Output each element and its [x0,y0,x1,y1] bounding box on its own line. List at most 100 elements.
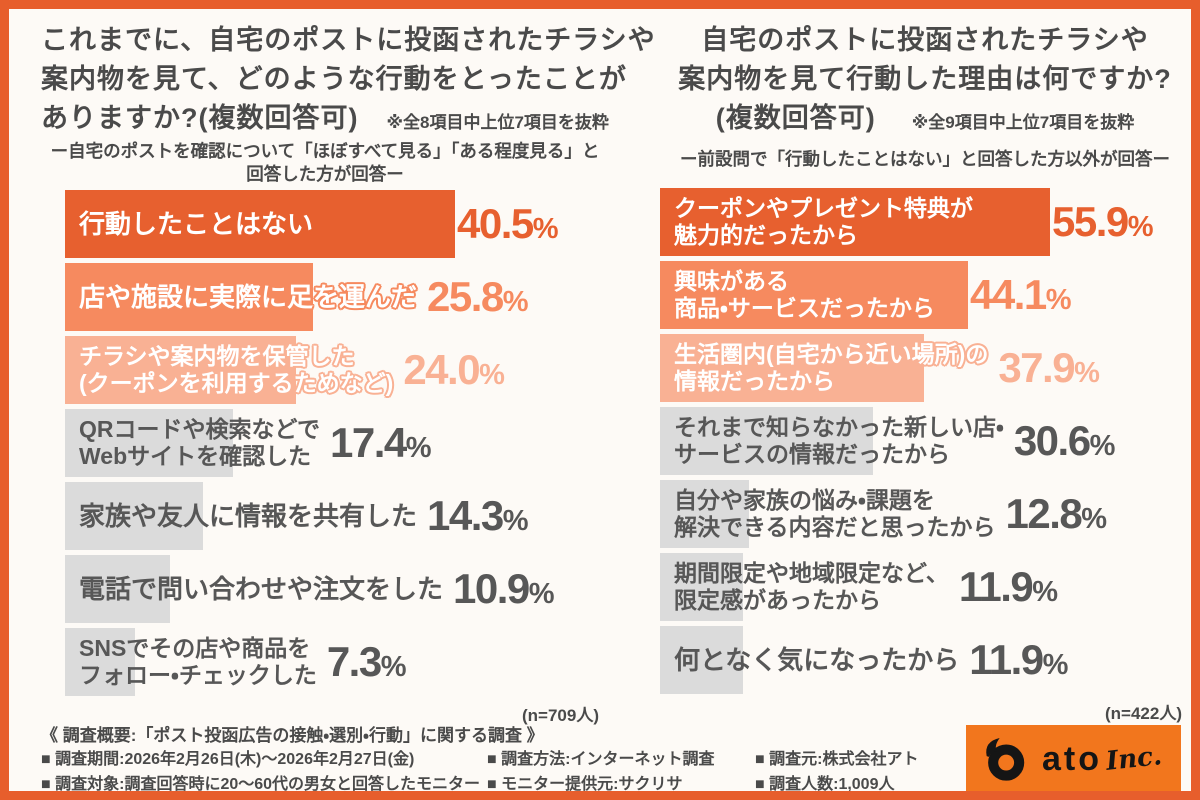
bar-value-label: 25.8% [427,273,529,320]
bar [660,407,873,475]
bar-row: クーポンやプレゼント特典が 魅力的だったから 55.9% [660,188,1190,256]
bar-row-content: 興味がある 商品・サービスだったから 44.1% [660,261,1190,329]
bar-category-label: QRコードや検索などで Webサイトを確認した [79,416,321,469]
bar-value-label: 12.8% [1005,490,1108,537]
bar-row: 電話で問い合わせや注文をした 10.9% [65,555,609,623]
left-chart-section: これまでに、自宅のポストに投函されたチラシや 案内物を見て、どのような行動をとっ… [41,21,656,726]
right-chart-section: 自宅のポストに投函されたチラシや 案内物を見て行動した理由は何ですか? (複数回… [660,21,1190,724]
left-bar-chart: 行動したことはない 40.5% 店や施設に実際に足を運んだ 25.8% チラシや案内物を… [65,190,609,696]
right-title-line-3: (複数回答可) ※全9項目中上位7項目を抜粋 [660,99,1190,138]
bar-row-content: 店や施設に実際に足を運んだ 25.8% [65,263,609,331]
bar-row-content: 何となく気になったから 11.9% [660,626,1190,694]
bar-value-label: 7.3% [326,638,407,685]
survey-overview-grid: ■ 調査期間:2026年2月26日(木)〜2026年2月27日(金) ■ 調査方… [41,748,976,793]
right-bar-chart: クーポンやプレゼント特典が 魅力的だったから 55.9% 興味がある 商品・サービスだっ… [660,188,1190,694]
bar-row: 店や施設に実際に足を運んだ 25.8% [65,263,609,331]
bar-value-label: 55.9% [1052,198,1154,245]
bar-row-content: 自分や家族の悩み・課題を 解決できる内容だと思ったから 12.8% [660,480,1190,548]
bar-row: チラシや案内物を保管した (クーポンを利用するためなど) 24.0% [65,336,609,404]
bar-value-label: 40.5% [457,200,559,247]
survey-method: ■ 調査方法:インターネット調査 [487,751,715,768]
bar [65,555,170,623]
left-title-line-2: 案内物を見て、どのような行動をとったことが [41,64,627,94]
bar-value-label: 11.9% [969,636,1068,683]
bar-row: 生活圏内(自宅から近い場所)の 情報だったから 37.9% [660,334,1190,402]
bar [660,553,743,621]
bar [660,188,1050,256]
left-chart-note: ※全8項目中上位7項目を抜粋 [386,113,609,132]
right-title-line-3-text: (複数回答可) [715,103,876,133]
right-title-line-2: 案内物を見て行動した理由は何ですか? [678,64,1172,94]
bar [660,480,749,548]
survey-monitor-provider: ■ モニター提供元:サクリサ [487,776,683,793]
bar-row-content: QRコードや検索などで Webサイトを確認した 17.4% [65,409,609,477]
ato-ring-icon [986,738,1025,781]
bar-category-label: 興味がある 商品・サービスだったから [674,268,935,321]
bar-row-content: 行動したことはない 40.5% [65,190,609,258]
left-chart-subtitle: ー自宅のポストを確認について「ほぼすべて見る」「ある程度見る」と 回答した方が回… [41,140,609,186]
left-subtitle-line-1: ー自宅のポストを確認について「ほぼすべて見る」「ある程度見る」と [50,141,600,161]
right-chart-note: ※全9項目中上位7項目を抜粋 [911,113,1135,132]
bar-value-label: 11.9% [958,563,1058,610]
right-chart-subtitle: ー前設問で「行動したことはない」と回答した方以外が回答ー [660,147,1190,171]
bar-row-content: それまで知らなかった新しい店・ サービスの情報だったから 30.6% [660,407,1190,475]
bar-category-label: 生活圏内(自宅から近い場所)の 情報だったから [674,341,989,394]
bar-row: 期間限定や地域限定など、 限定感があったから 11.9% [660,553,1190,621]
bar-row: QRコードや検索などで Webサイトを確認した 17.4% [65,409,609,477]
bar-row: それまで知らなかった新しい店・ サービスの情報だったから 30.6% [660,407,1190,475]
bar-value-label: 24.0% [403,346,505,393]
right-chart-title: 自宅のポストに投函されたチラシや 案内物を見て行動した理由は何ですか? (複数回… [660,21,1190,138]
bar-category-label: SNSでその店や商品を フォロー・チェックした [79,635,317,688]
bar-row: SNSでその店や商品を フォロー・チェックした 7.3% [65,628,609,696]
bar-row: 自分や家族の悩み・課題を 解決できる内容だと思ったから 12.8% [660,480,1190,548]
bar-row-content: 家族や友人に情報を共有した 14.3% [65,482,609,550]
bar-row: 家族や友人に情報を共有した 14.3% [65,482,609,550]
bar-category-label: 期間限定や地域限定など、 限定感があったから [674,560,949,613]
right-title-line-1: 自宅のポストに投函されたチラシや [701,25,1149,55]
left-title-line-3: ありますか?(複数回答可) ※全8項目中上位7項目を抜粋 [41,99,609,138]
bar [660,261,968,329]
bar-row: 興味がある 商品・サービスだったから 44.1% [660,261,1190,329]
left-title-line-3-text: ありますか?(複数回答可) [41,103,359,133]
survey-overview-footer: 《 調査概要:「ポスト投函広告の接触・選別・行動」に関する調査 》 ■ 調査期間… [41,723,976,793]
bar [65,190,455,258]
bar [65,336,296,404]
bar-row-content: 期間限定や地域限定など、 限定感があったから 11.9% [660,553,1190,621]
bar-value-label: 44.1% [970,271,1072,318]
bar-row: 何となく気になったから 11.9% [660,626,1190,694]
survey-period: ■ 調査期間:2026年2月26日(木)〜2026年2月27日(金) [41,751,415,768]
bar-value-label: 37.9% [998,344,1100,391]
bar-category-label: クーポンやプレゼント特典が 魅力的だったから [674,195,973,248]
left-sample-size: (n=709人) [522,706,599,725]
bar-value-label: 17.4% [330,419,432,466]
ato-logo-text: ato [1042,740,1102,778]
left-subtitle-line-2: 回答した方が回答ー [246,164,404,184]
bar-value-label: 30.6% [1013,417,1116,464]
bar-category-label: 行動したことはない [79,209,314,239]
bar-row-content: SNSでその店や商品を フォロー・チェックした 7.3% [65,628,609,696]
left-title-line-1: これまでに、自宅のポストに投函されたチラシや [41,25,656,55]
bar-category-label: チラシや案内物を保管した (クーポンを利用するためなど) [79,343,394,396]
right-subtitle-line-1: ー前設問で「行動したことはない」と回答した方以外が回答ー [680,149,1170,169]
bar-row-content: クーポンやプレゼント特典が 魅力的だったから 55.9% [660,188,1190,256]
bar [660,334,924,402]
bar-category-label: 店や施設に実際に足を運んだ [79,282,418,312]
survey-target: ■ 調査対象:調査回答時に20〜60代の男女と回答したモニター [41,776,481,793]
bar-row-content: チラシや案内物を保管した (クーポンを利用するためなど) 24.0% [65,336,609,404]
bar-category-label: 何となく気になったから [674,645,960,675]
right-sample-size: (n=422人) [1105,704,1182,723]
survey-overview-heading: 《 調査概要:「ポスト投函広告の接触・選別・行動」に関する調査 》 [41,726,544,745]
left-chart-title: これまでに、自宅のポストに投函されたチラシや 案内物を見て、どのような行動をとっ… [41,21,656,138]
survey-source: ■ 調査元:株式会社アト [755,751,919,768]
bar-row-content: 生活圏内(自宅から近い場所)の 情報だったから 37.9% [660,334,1190,402]
bar [65,482,203,550]
bar-category-label: 家族や友人に情報を共有した [79,501,418,531]
bar-row-content: 電話で問い合わせや注文をした 10.9% [65,555,609,623]
bar [65,409,233,477]
bar [660,626,743,694]
bar [65,263,313,331]
bar-value-label: 14.3% [427,492,529,539]
survey-respondents: ■ 調査人数:1,009人 [755,776,895,793]
bar-category-label: 電話で問い合わせや注文をした [79,574,444,604]
